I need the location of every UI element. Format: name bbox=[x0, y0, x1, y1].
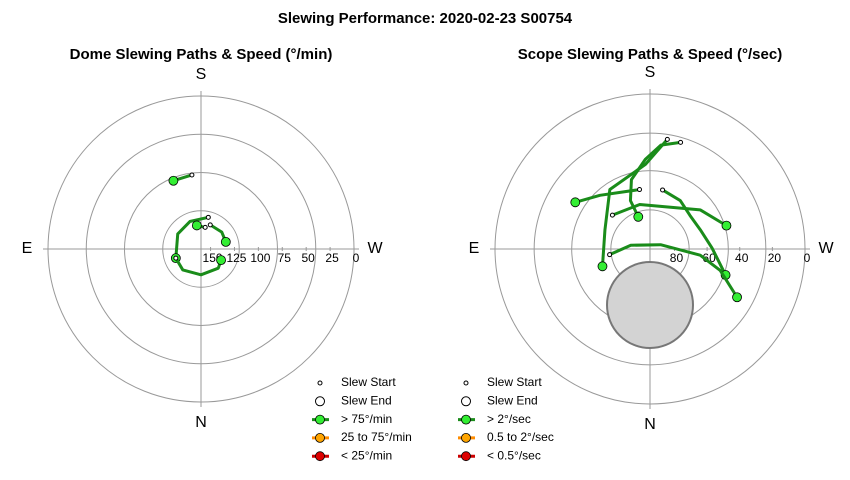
slew-start bbox=[607, 252, 613, 258]
legend-marker bbox=[461, 451, 471, 462]
compass-label: W bbox=[367, 240, 383, 257]
slew-start bbox=[678, 139, 684, 145]
legend-label: 0.5 to 2°/sec bbox=[487, 430, 554, 444]
slew-path bbox=[600, 138, 669, 267]
legend-end-marker bbox=[461, 396, 471, 407]
legend-label: < 0.5°/sec bbox=[487, 448, 541, 462]
slew-end bbox=[216, 255, 226, 266]
r-tick-label: 0 bbox=[353, 251, 360, 265]
compass-label: S bbox=[645, 64, 656, 81]
page-title: Slewing Performance: 2020-02-23 S00754 bbox=[278, 10, 573, 27]
slew-start bbox=[664, 136, 670, 142]
slew-end bbox=[721, 220, 732, 231]
slew-start bbox=[207, 222, 213, 228]
r-tick-label: 80 bbox=[670, 251, 684, 265]
slew-start bbox=[202, 224, 208, 230]
slew-end bbox=[168, 175, 179, 186]
r-tick-label: 25 bbox=[325, 251, 339, 265]
compass-label: S bbox=[196, 66, 207, 83]
slew-start bbox=[205, 214, 211, 220]
compass-label: N bbox=[195, 414, 207, 431]
slew-path bbox=[574, 188, 640, 204]
slew-start bbox=[660, 187, 666, 193]
slew-end bbox=[570, 197, 581, 208]
slew-path bbox=[174, 257, 223, 277]
r-tick-label: 0 bbox=[804, 251, 811, 265]
r-tick-label: 100 bbox=[250, 251, 270, 265]
slew-path bbox=[661, 188, 727, 276]
legend-start-marker bbox=[463, 380, 469, 386]
legend-marker bbox=[315, 432, 325, 443]
r-tick-label: 20 bbox=[768, 251, 782, 265]
chart-title: Dome Slewing Paths & Speed (°/min) bbox=[70, 46, 333, 63]
r-tick-label: 50 bbox=[302, 251, 316, 265]
legend-label: > 75°/min bbox=[341, 412, 392, 426]
slew-end bbox=[732, 292, 742, 303]
slew-start bbox=[609, 212, 615, 218]
exclusion-zone bbox=[606, 261, 694, 349]
slew-end bbox=[633, 211, 644, 222]
r-tick-label: 40 bbox=[735, 251, 749, 265]
legend-marker bbox=[315, 414, 325, 425]
legend-marker bbox=[461, 432, 471, 443]
r-tick-label: 60 bbox=[702, 251, 716, 265]
slew-end bbox=[191, 220, 202, 231]
legend-end-marker bbox=[315, 396, 325, 407]
slew-path bbox=[611, 202, 728, 227]
legend-label: Slew Start bbox=[487, 375, 542, 389]
legend-label: > 2°/sec bbox=[487, 412, 531, 426]
legend-label: < 25°/min bbox=[341, 448, 392, 462]
r-tick-label: 125 bbox=[226, 251, 246, 265]
chart-title: Scope Slewing Paths & Speed (°/sec) bbox=[518, 46, 782, 63]
legend-label: Slew End bbox=[487, 393, 538, 407]
slew-start bbox=[173, 255, 179, 261]
slew-start bbox=[189, 172, 195, 178]
compass-label: E bbox=[22, 240, 33, 257]
legend-marker bbox=[315, 451, 325, 462]
slew-end bbox=[220, 236, 231, 247]
slew-path bbox=[608, 243, 739, 299]
legend-label: Slew End bbox=[341, 393, 392, 407]
legend-marker bbox=[461, 414, 471, 425]
slew-start bbox=[637, 187, 643, 193]
legend-label: Slew Start bbox=[341, 375, 396, 389]
legend-start-marker bbox=[317, 380, 323, 386]
r-tick-label: 75 bbox=[278, 251, 292, 265]
compass-label: N bbox=[644, 416, 656, 433]
compass-label: E bbox=[469, 240, 480, 257]
compass-label: W bbox=[818, 240, 834, 257]
legend-label: 25 to 75°/min bbox=[341, 430, 412, 444]
slew-path bbox=[174, 215, 209, 259]
slew-end bbox=[597, 261, 608, 272]
